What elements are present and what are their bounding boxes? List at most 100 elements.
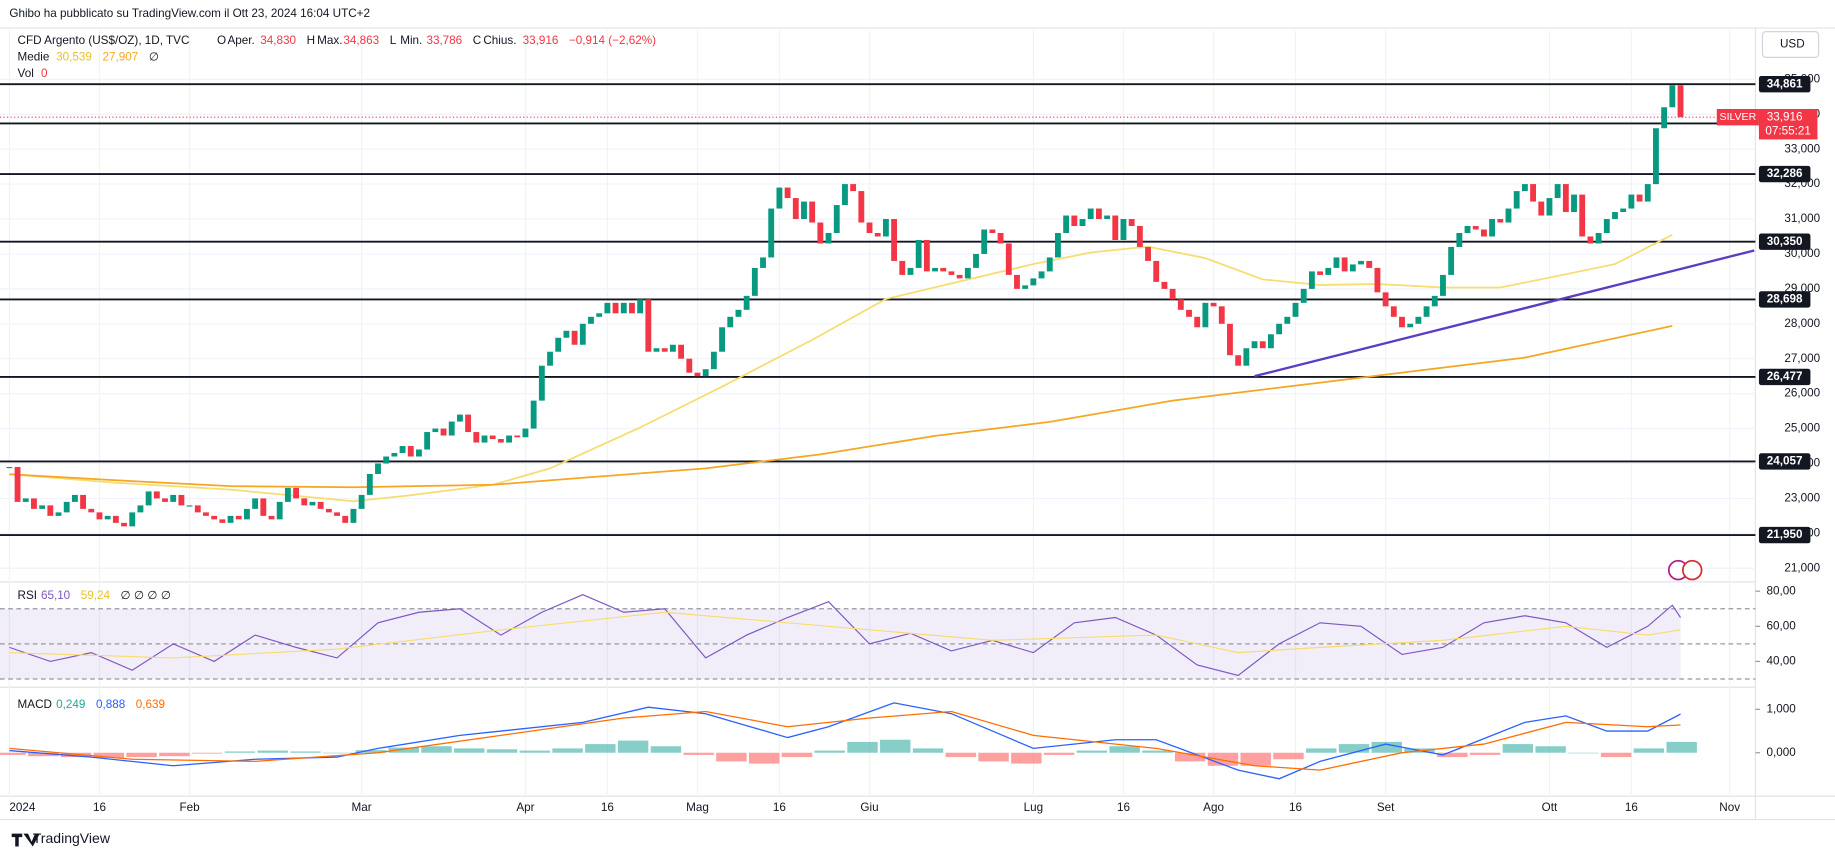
candle	[842, 184, 848, 206]
macd-bar	[1076, 750, 1108, 753]
candle	[1399, 316, 1405, 328]
x-tick-label: 16	[1625, 801, 1638, 814]
candle	[661, 348, 668, 352]
candle	[1603, 219, 1610, 233]
macd-bar	[1437, 752, 1468, 758]
currency-box[interactable]	[1761, 31, 1820, 58]
ma-value: 30,539	[56, 50, 92, 63]
plot: 21,00022,00023,00024,00025,00026,00027,0…	[0, 30, 1821, 814]
level-tag	[1758, 453, 1811, 470]
candle	[882, 219, 889, 237]
candle	[579, 323, 586, 345]
candle	[1554, 184, 1561, 199]
candle	[473, 432, 480, 443]
candle	[1423, 306, 1430, 317]
candle	[424, 432, 431, 450]
level-label: 34,861	[1767, 77, 1803, 90]
candle	[1612, 212, 1618, 220]
macd-bar	[322, 752, 354, 754]
candle	[1087, 208, 1094, 220]
candle	[1169, 288, 1176, 300]
candle	[1644, 184, 1651, 202]
candle	[104, 515, 111, 520]
candle	[530, 400, 537, 429]
candle	[1292, 302, 1299, 317]
candle	[964, 267, 971, 279]
x-tick-label: 16	[93, 801, 106, 814]
candle	[416, 449, 422, 457]
candle	[1505, 208, 1512, 223]
y-tick-label: 31,000	[1784, 212, 1820, 225]
candle	[334, 512, 340, 516]
macd-bar	[1535, 746, 1566, 753]
y-tick-label: 40,00	[1767, 655, 1797, 668]
trendline	[1254, 249, 1755, 378]
macd-bar	[1174, 752, 1206, 762]
level-label: 21,950	[1767, 528, 1803, 541]
candle	[760, 257, 766, 268]
candle	[956, 274, 963, 279]
macd-bar	[1043, 752, 1075, 755]
candle	[1227, 323, 1233, 356]
candle	[153, 491, 160, 499]
candle	[620, 302, 627, 314]
candle	[874, 232, 881, 237]
macd-bar	[1568, 752, 1599, 754]
candle	[489, 435, 496, 440]
x-tick-label: 16	[773, 801, 786, 814]
candle	[653, 348, 660, 352]
candle	[39, 505, 46, 509]
candle	[145, 491, 152, 506]
macd-bar	[1666, 741, 1697, 753]
macd-bar	[945, 752, 977, 758]
ohlc-name: Aper.	[228, 34, 255, 47]
y-tick-label: 60,00	[1767, 619, 1797, 632]
macd-bar	[28, 752, 59, 757]
candle	[1063, 215, 1070, 233]
candle	[1022, 285, 1029, 289]
ohlc-value: 34,863	[343, 34, 379, 47]
candle	[1480, 229, 1487, 237]
candle	[235, 515, 242, 520]
candle	[538, 365, 545, 401]
candle	[399, 446, 406, 454]
candle	[596, 313, 603, 317]
candle	[1325, 267, 1332, 275]
candle	[637, 299, 644, 314]
candle	[547, 351, 553, 366]
y-tick-label: 27,000	[1784, 352, 1820, 365]
x-tick-label: Feb	[180, 801, 201, 814]
macd-bar	[880, 739, 911, 753]
macd-bar	[191, 752, 223, 754]
currency[interactable]: USD	[1780, 38, 1805, 51]
candle	[55, 512, 62, 516]
candle	[1587, 236, 1594, 244]
candle	[768, 208, 775, 258]
macd-bar	[847, 741, 878, 753]
candle	[907, 267, 914, 275]
macd-bar	[748, 752, 780, 764]
candle	[1407, 323, 1414, 328]
y-tick-label: 0,000	[1767, 746, 1797, 759]
candle	[22, 498, 29, 502]
macd-bar	[421, 746, 452, 753]
candle	[1186, 309, 1192, 317]
last-price-tag	[1758, 108, 1818, 140]
macd-bar	[388, 747, 419, 753]
candle	[1128, 219, 1135, 227]
x-tick-label: 2024	[9, 801, 35, 814]
level-label: 24,057	[1767, 455, 1803, 468]
candle	[358, 494, 365, 509]
candle	[1636, 194, 1643, 202]
candle	[342, 515, 349, 523]
candle	[1538, 201, 1545, 216]
candle	[1300, 288, 1307, 303]
event-icon[interactable]	[1681, 559, 1703, 581]
candle	[1046, 257, 1053, 272]
macd-bar	[1306, 748, 1337, 753]
candle	[325, 508, 332, 513]
candle	[88, 508, 95, 513]
candle	[1653, 128, 1659, 185]
candle	[710, 351, 717, 370]
